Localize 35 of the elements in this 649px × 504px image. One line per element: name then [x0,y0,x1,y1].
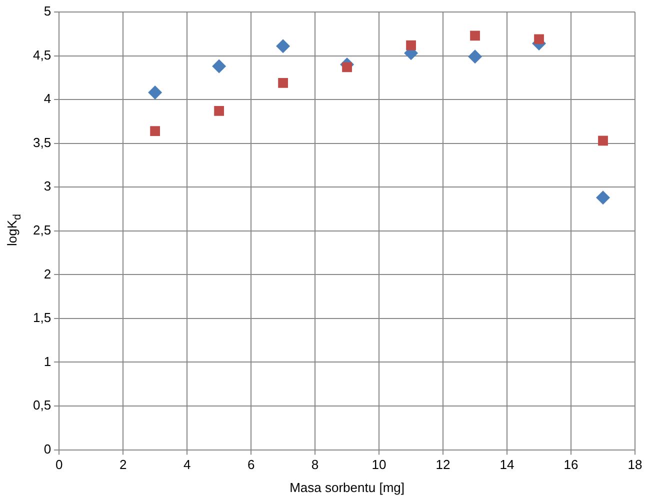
y-tick-label: 0,5 [32,398,52,413]
x-tick-label: 0 [55,457,63,472]
point [150,126,160,136]
x-tick-label: 4 [183,457,191,472]
point [534,34,544,44]
point [598,136,608,146]
point [212,59,226,74]
y-tick-label: 1 [44,354,52,369]
x-tick-label: 2 [119,457,127,472]
x-tick-label: 14 [500,457,514,472]
x-tick-label: 10 [372,457,386,472]
y-tick-label: 3 [44,178,52,194]
y-tick-label: 2,5 [32,222,52,238]
y-tick-label: 0 [44,441,52,456]
y-tick-label: 4,5 [32,47,52,62]
point [468,50,482,64]
point [342,62,352,72]
point [470,30,480,41]
point [278,78,288,88]
y-tick-label: 1,5 [32,310,52,326]
y-tick-label: 5 [44,4,52,19]
x-axis-title: Masa sorbentu [mg] [290,480,404,495]
point [214,106,224,116]
y-tick-label: 3,5 [32,134,52,150]
x-tick-label: 18 [628,457,642,472]
x-tick-label: 8 [311,457,319,472]
y-tick-label: 2 [44,266,52,282]
point [276,39,290,54]
y-tick-label: 4 [44,91,52,106]
x-tick-label: 12 [436,457,450,472]
x-tick-label: 16 [564,457,578,472]
x-tick-label: 6 [247,457,255,472]
point [148,86,162,100]
point [596,190,610,205]
point [406,40,416,50]
